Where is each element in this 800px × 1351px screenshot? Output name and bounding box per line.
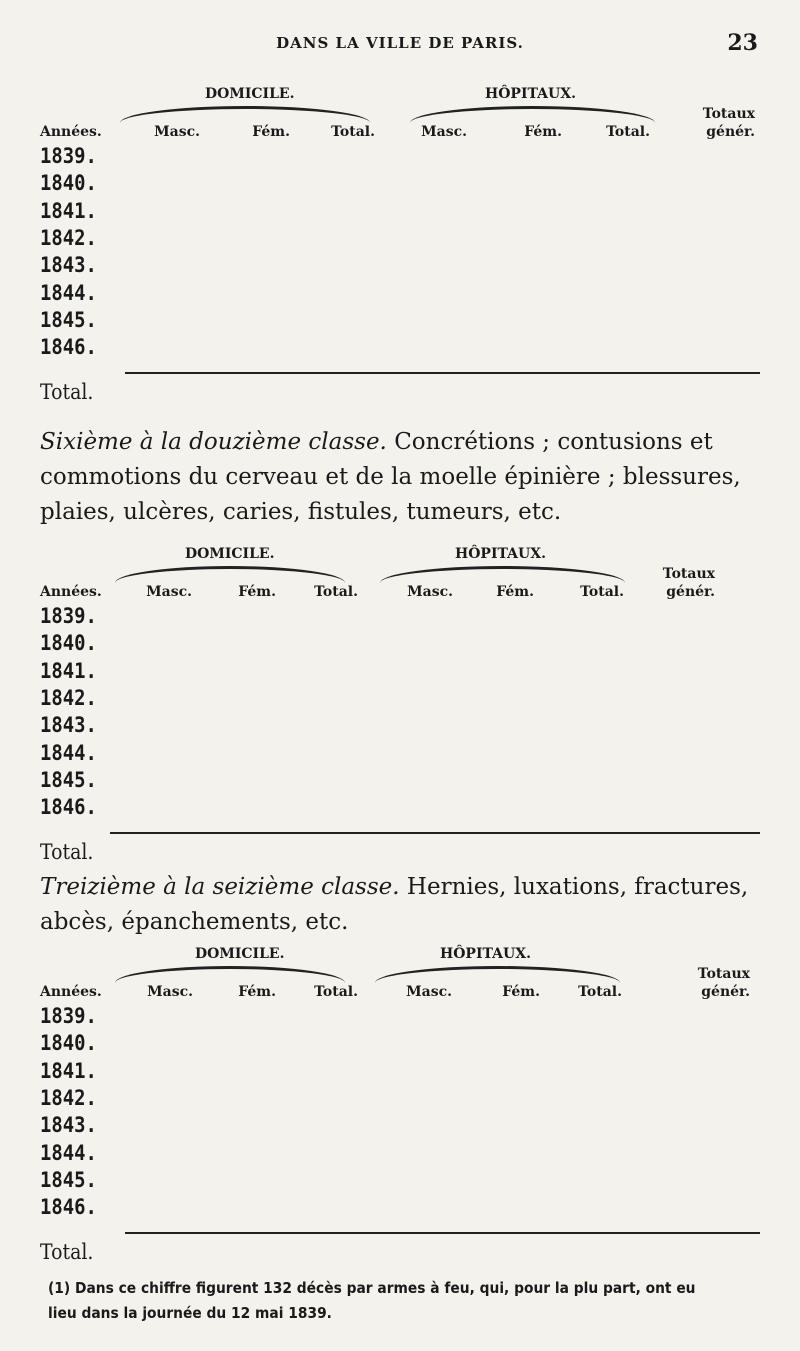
year-cell: 1839. [40,1004,97,1028]
column-header-annees: Années. [40,124,102,140]
running-header: DANS LA VILLE DE PARIS. [276,34,524,52]
column-header-masc: Masc. [154,124,200,140]
column-header-fem: Fém. [238,584,276,600]
total-label: Total. [40,380,94,405]
year-cell: 1841. [40,658,97,683]
year-cell: 1842. [40,685,97,710]
column-header-totaux: Totaux [662,566,715,582]
year-cell: 1840. [40,631,97,656]
column-header-masc: Masc. [407,584,453,600]
page-number: 23 [727,30,758,56]
year-cell: 1842. [40,225,97,250]
column-header-total: Total. [578,984,622,1000]
group-header-hopitaux: HÔPITAUX. [440,946,531,962]
group-brace [120,106,370,123]
column-header-annees: Années. [40,984,102,1000]
column-header-gener: génér. [701,984,750,1000]
column-header-fem: Fém. [238,984,276,1000]
column-header-fem: Fém. [252,124,290,140]
column-header-gener: génér. [666,584,715,600]
group-header-domicile: DOMICILE. [205,86,295,102]
year-cell: 1843. [40,1113,97,1138]
section-heading-3: Treizième à la seizième classe. Hernies,… [40,870,760,940]
group-header-domicile: DOMICILE. [185,546,275,562]
column-header-fem: Fém. [524,124,562,140]
column-header-fem: Fém. [502,984,540,1000]
year-cell: 1839. [40,604,97,628]
column-header-masc: Masc. [421,124,467,140]
group-brace [375,966,620,983]
year-cell: 1842. [40,1085,97,1110]
group-brace [115,566,345,583]
total-rule [125,372,760,375]
group-brace [115,966,345,983]
column-header-total: Total. [580,584,624,600]
year-cell: 1844. [40,280,97,305]
year-cell: 1845. [40,767,97,792]
year-cell: 1841. [40,1058,97,1083]
group-header-hopitaux: HÔPITAUX. [485,86,576,102]
footnote: (1) Dans ce chiffre figurent 132 décès p… [48,1279,696,1322]
section-class: Treizième à la seizième classe. [40,874,400,900]
year-cell: 1840. [40,171,97,196]
group-brace [380,566,625,583]
section-text: Concrétions ; contusions et commotions d… [40,429,741,525]
column-header-total: Total. [606,124,650,140]
group-header-hopitaux: HÔPITAUX. [455,546,546,562]
column-header-total: Total. [314,584,358,600]
column-header-total: Total. [331,124,375,140]
column-header-masc: Masc. [146,584,192,600]
group-header-domicile: DOMICILE. [195,946,285,962]
section-class: Sixième à la douzième classe. [40,429,387,455]
column-header-masc: Masc. [147,984,193,1000]
total-label: Total. [40,1240,94,1265]
total-rule [110,832,760,835]
column-header-masc: Masc. [406,984,452,1000]
year-cell: 1844. [40,740,97,765]
year-cell: 1843. [40,713,97,738]
year-cell: 1846. [40,795,97,820]
section-heading-2: Sixième à la douzième classe. Concrétion… [40,425,760,530]
year-cell: 1840. [40,1031,97,1056]
year-cell: 1845. [40,1167,97,1192]
column-header-gener: génér. [706,124,755,140]
year-cell: 1841. [40,198,97,223]
total-rule [125,1232,760,1235]
column-header-totaux: Totaux [697,966,750,982]
year-cell: 1839. [40,144,97,168]
group-brace [410,106,655,123]
year-cell: 1846. [40,335,97,360]
year-cell: 1846. [40,1195,97,1220]
section-text: Hernies, luxations, fractures, abcès, ép… [40,874,749,935]
year-cell: 1843. [40,253,97,278]
year-cell: 1845. [40,307,97,332]
year-cell: 1844. [40,1140,97,1165]
column-header-total: Total. [314,984,358,1000]
total-label: Total. [40,840,94,865]
column-header-fem: Fém. [496,584,534,600]
column-header-annees: Années. [40,584,102,600]
column-header-totaux: Totaux [702,106,755,122]
